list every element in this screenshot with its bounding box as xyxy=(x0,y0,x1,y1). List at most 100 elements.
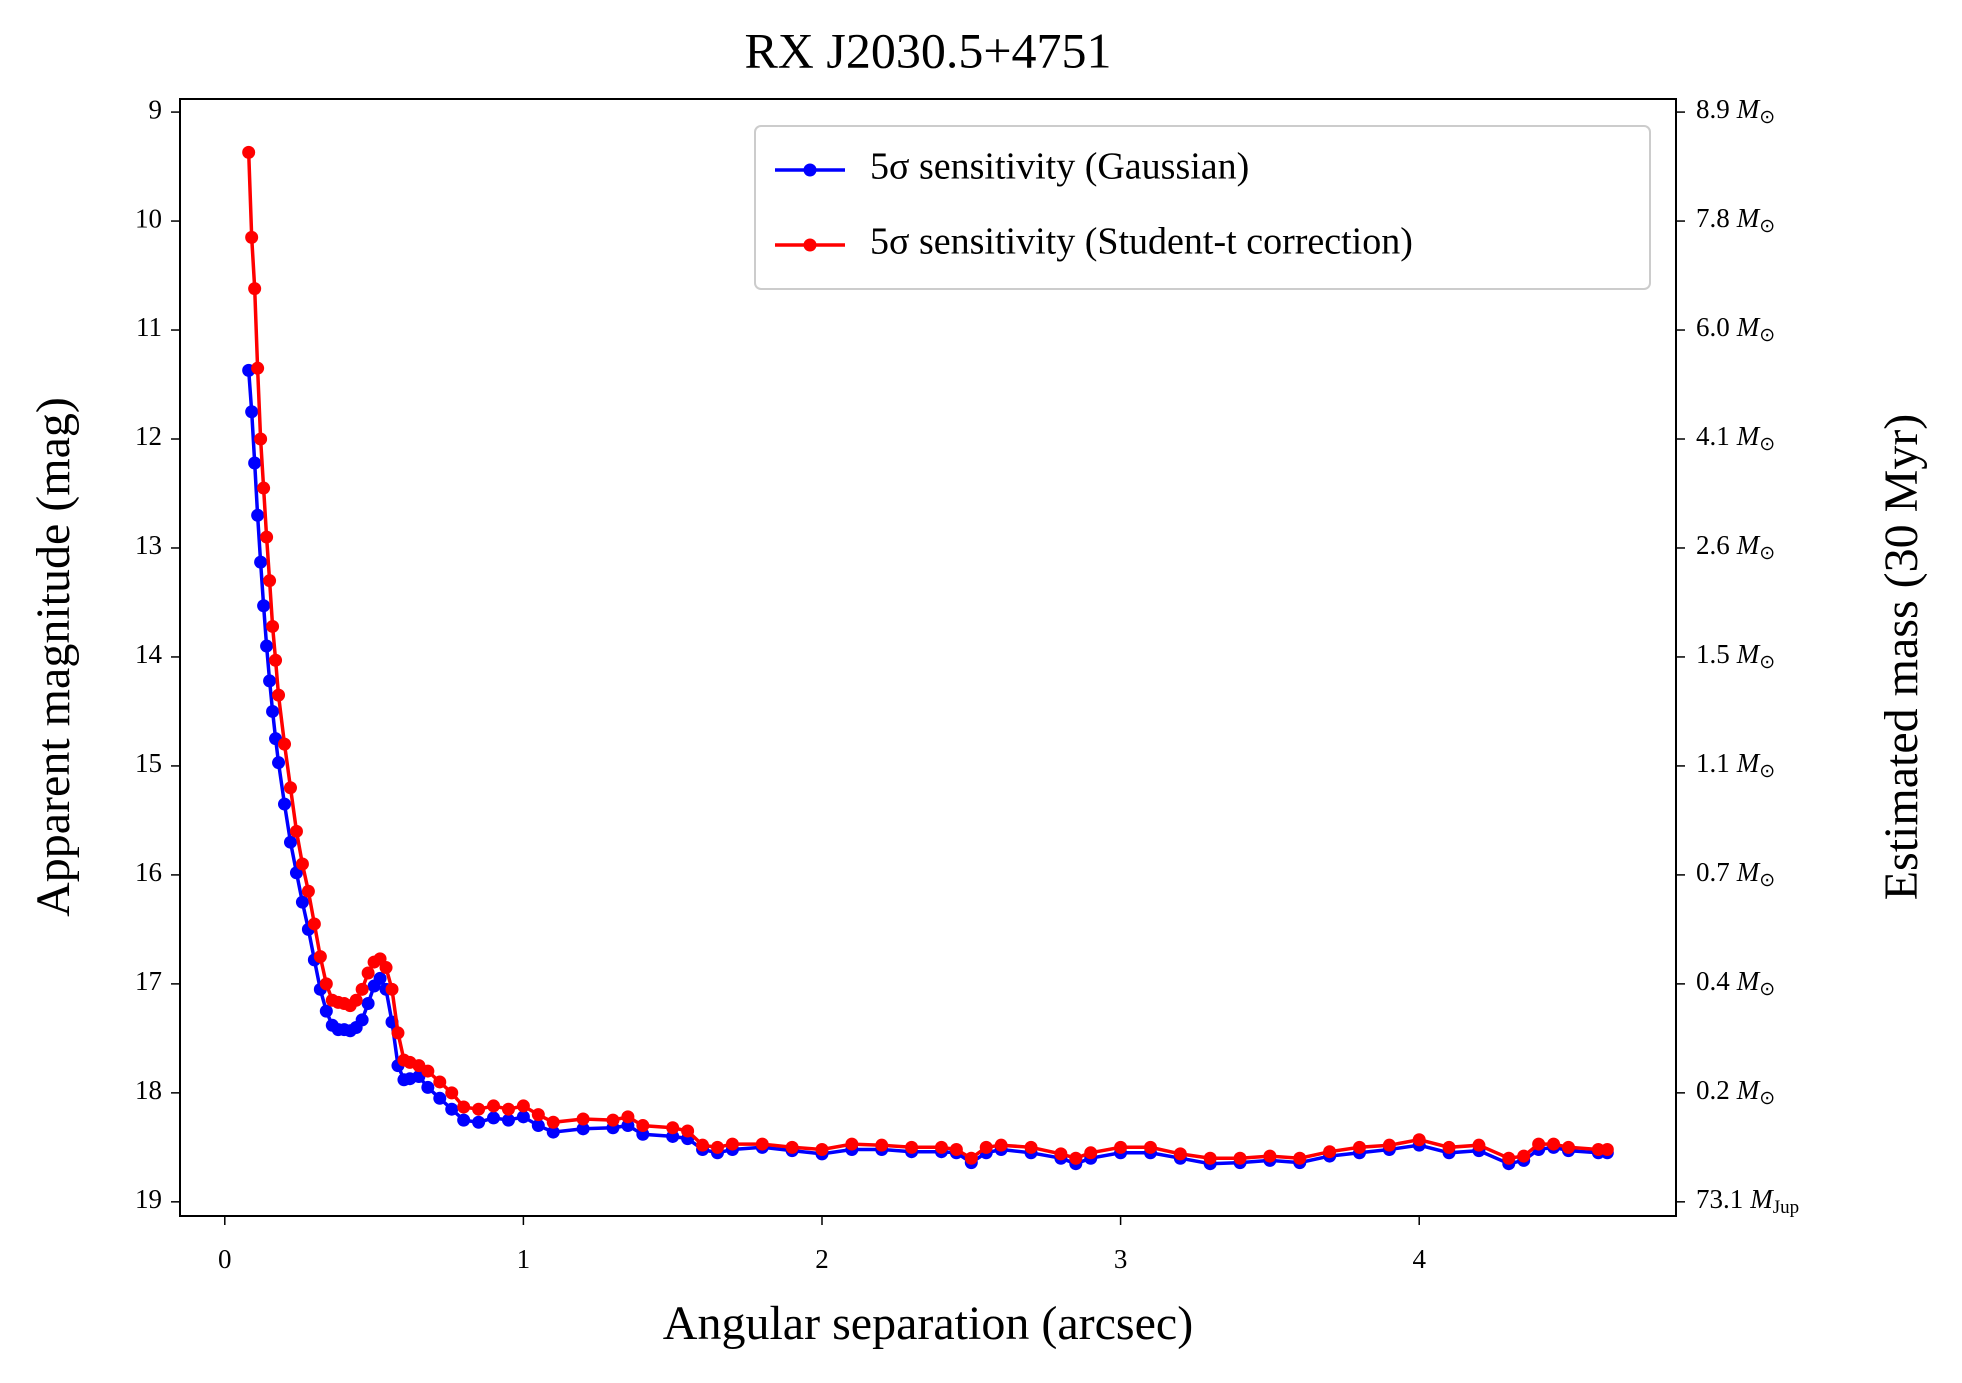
data-point xyxy=(319,977,333,991)
data-point xyxy=(1173,1147,1187,1161)
data-point xyxy=(307,917,321,931)
data-point xyxy=(301,884,315,898)
data-point xyxy=(355,982,369,996)
y2-tick-unit: M xyxy=(1736,1075,1761,1105)
data-point xyxy=(385,982,399,996)
data-point xyxy=(421,1064,435,1078)
data-point xyxy=(1263,1149,1277,1163)
data-point xyxy=(445,1086,459,1100)
y2-tick-value: 8.9 xyxy=(1696,94,1730,124)
y2-tick-unit: M xyxy=(1736,639,1761,669)
data-point xyxy=(546,1115,560,1129)
y2-tick-value: 1.5 xyxy=(1696,639,1730,669)
data-point xyxy=(1532,1137,1546,1151)
data-point xyxy=(263,674,277,688)
data-point xyxy=(355,1013,369,1027)
series-line xyxy=(246,370,1608,1166)
data-point xyxy=(964,1151,978,1165)
data-point xyxy=(379,961,393,975)
data-point xyxy=(621,1110,635,1124)
y2-tick-label: 1.5 M⊙ xyxy=(1696,639,1775,673)
data-point xyxy=(1143,1140,1157,1154)
data-point xyxy=(1517,1149,1531,1163)
data-point xyxy=(1472,1138,1486,1152)
data-point xyxy=(606,1113,620,1127)
y2-tick-label: 8.9 M⊙ xyxy=(1696,94,1775,128)
y-axis-label: Apparent magnitude (mag) xyxy=(27,397,80,917)
y2-tick-unit: M xyxy=(1736,748,1761,778)
y2-tick-label: 0.2 M⊙ xyxy=(1696,1075,1775,1109)
legend-label: 5σ sensitivity (Gaussian) xyxy=(870,146,1249,188)
data-point xyxy=(725,1137,739,1151)
data-point xyxy=(1203,1151,1217,1165)
y2-tick-unit: M xyxy=(1736,203,1761,233)
data-point xyxy=(433,1075,447,1089)
legend-box xyxy=(754,125,1651,290)
data-point xyxy=(1024,1140,1038,1154)
data-point xyxy=(576,1112,590,1126)
series-line xyxy=(246,152,1608,1161)
y2-tick-unit-sub: ⊙ xyxy=(1759,216,1775,237)
y2-tick-value: 4.1 xyxy=(1696,421,1730,451)
y-tick-label: 14 xyxy=(135,639,163,669)
data-point xyxy=(845,1137,859,1151)
data-point xyxy=(1084,1146,1098,1160)
chart-title: RX J2030.5+4751 xyxy=(744,22,1111,78)
data-point xyxy=(531,1119,545,1133)
data-point xyxy=(875,1138,889,1152)
data-point xyxy=(487,1111,501,1125)
x-tick-label: 3 xyxy=(1114,1244,1128,1274)
data-point xyxy=(1382,1138,1396,1152)
data-point xyxy=(445,1102,459,1116)
data-point xyxy=(361,966,375,980)
data-point xyxy=(1442,1140,1456,1154)
data-point xyxy=(1591,1143,1605,1157)
y2-tick-unit: M xyxy=(1736,312,1761,342)
data-point xyxy=(373,971,387,985)
y2-tick-unit-sub: ⊙ xyxy=(1759,434,1775,455)
data-point xyxy=(278,797,292,811)
y2-tick-unit: M xyxy=(1736,857,1761,887)
data-point xyxy=(979,1140,993,1154)
data-point xyxy=(257,481,271,495)
data-point xyxy=(421,1080,435,1094)
data-point xyxy=(289,824,303,838)
plot-frame xyxy=(179,98,1677,1217)
y-tick-label: 9 xyxy=(149,94,163,124)
data-point xyxy=(501,1102,515,1116)
data-point xyxy=(785,1140,799,1154)
y2-tick-label: 2.6 M⊙ xyxy=(1696,530,1775,564)
x-axis-label: Angular separation (arcsec) xyxy=(663,1297,1193,1350)
y2-tick-unit-sub: ⊙ xyxy=(1759,543,1775,564)
data-point xyxy=(272,688,286,702)
y2-tick-unit: M xyxy=(1749,1184,1774,1214)
data-point xyxy=(636,1119,650,1133)
y2-tick-unit: M xyxy=(1736,94,1761,124)
x-tick-label: 0 xyxy=(218,1244,232,1274)
y-tick-label: 11 xyxy=(136,312,162,342)
y-tick-label: 12 xyxy=(135,421,162,451)
y2-tick-unit-sub: ⊙ xyxy=(1759,979,1775,1000)
y2-tick-label: 6.0 M⊙ xyxy=(1696,312,1775,346)
data-point xyxy=(266,619,280,633)
data-point xyxy=(361,996,375,1010)
data-point xyxy=(248,282,262,296)
data-point xyxy=(1233,1151,1247,1165)
y2-tick-unit-sub: ⊙ xyxy=(1759,1088,1775,1109)
data-point xyxy=(576,1122,590,1136)
y2-tick-label: 0.4 M⊙ xyxy=(1696,966,1775,1000)
data-point xyxy=(263,574,277,588)
y2-tick-label: 73.1 MJup xyxy=(1696,1184,1799,1218)
data-point xyxy=(251,361,265,375)
data-point xyxy=(710,1140,724,1154)
y2-tick-label: 0.7 M⊙ xyxy=(1696,857,1775,891)
y2-tick-unit: M xyxy=(1736,421,1761,451)
data-point xyxy=(283,835,297,849)
x-tick-label: 2 xyxy=(815,1244,829,1274)
data-point xyxy=(349,993,363,1007)
data-point xyxy=(278,737,292,751)
y2-tick-value: 0.7 xyxy=(1696,857,1730,887)
y2-tick-unit-sub: ⊙ xyxy=(1759,761,1775,782)
data-point xyxy=(433,1091,447,1105)
data-point xyxy=(269,653,283,667)
